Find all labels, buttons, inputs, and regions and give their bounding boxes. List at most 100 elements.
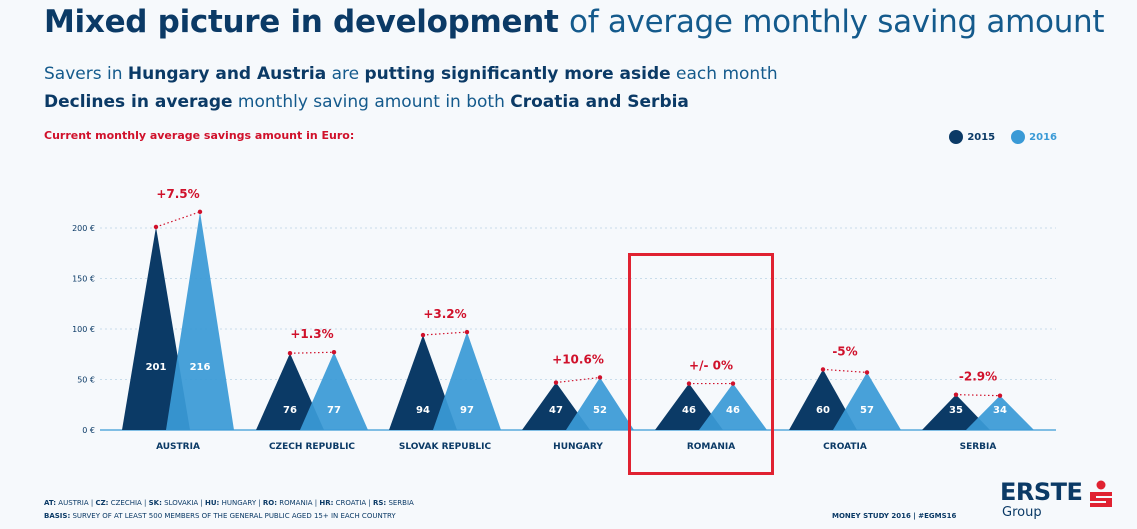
bar-2016 <box>833 372 901 430</box>
footer-basis: BASIS: SURVEY OF AT LEAST 500 MEMBERS OF… <box>44 512 396 520</box>
logo-group: Group <box>1002 505 1042 520</box>
bar-2015 <box>256 353 324 430</box>
value-label-2015: 201 <box>146 362 167 373</box>
abbr-name-cz: CZECHIA | <box>108 499 149 507</box>
title-bold: Mixed picture in development <box>44 4 559 40</box>
subtitle-line-2: Declines in average monthly saving amoun… <box>44 91 689 113</box>
bar-2016 <box>699 383 767 430</box>
subtitle-2-a: Declines in average <box>44 92 233 112</box>
y-tick-label: 50 € <box>77 376 95 385</box>
legend-label-2015: 2015 <box>967 131 996 143</box>
peak-dot-2015 <box>953 392 959 397</box>
value-label-2016: 77 <box>327 405 341 416</box>
y-tick-label: 0 € <box>82 426 95 435</box>
y-tick-label: 100 € <box>72 325 95 334</box>
peak-dot-2016 <box>864 370 870 375</box>
legend-swatch-2015 <box>949 130 964 144</box>
subtitle-line-1: Savers in Hungary and Austria are puttin… <box>44 63 778 85</box>
abbr-code-hr: HR: <box>319 499 334 507</box>
title-rest: of average monthly saving amount <box>569 4 1105 40</box>
peak-dot-2016 <box>597 375 603 380</box>
peak-dot-2016 <box>464 329 470 335</box>
value-label-2015: 46 <box>682 405 696 416</box>
page-title: Mixed picture in development of average … <box>44 2 1105 42</box>
abbr-code-rs: RS: <box>372 499 387 507</box>
abbr-name-sk: SLOVAKIA | <box>161 499 205 507</box>
peak-dot-2016 <box>997 393 1003 398</box>
abbr-name-hu: HUNGARY | <box>219 499 263 507</box>
peak-dot-2016 <box>197 209 203 215</box>
study-label: MONEY STUDY 2016 | #EGMS16 <box>832 512 957 520</box>
bar-2016 <box>166 211 234 430</box>
subtitle-1-d: putting significantly more aside <box>364 64 671 84</box>
subtitle-1-e: each month <box>670 64 778 84</box>
footer-abbreviations: AT: AUSTRIA | CZ: CZECHIA | SK: SLOVAKIA… <box>44 499 414 507</box>
value-label-2016: 34 <box>993 405 1007 416</box>
logo-name: ERSTE <box>1000 478 1083 506</box>
abbr-name-hr: CROATIA | <box>333 499 373 507</box>
erste-logo: ERSTE Group <box>1000 478 1120 524</box>
change-connector <box>822 368 868 374</box>
change-label: -2.9% <box>959 370 997 384</box>
value-label-2016: 57 <box>860 405 874 416</box>
value-label-2015: 47 <box>549 405 563 416</box>
chart-caption: Current monthly average savings amount i… <box>44 129 355 142</box>
change-label: +7.5% <box>156 187 199 201</box>
subtitle-1-c: are <box>326 64 365 84</box>
value-label-2016: 52 <box>593 405 607 416</box>
legend-label-2016: 2016 <box>1029 131 1057 143</box>
change-connector <box>555 376 601 384</box>
category-label: AUSTRIA <box>156 442 200 452</box>
y-tick-label: 150 € <box>72 275 95 284</box>
change-label: +1.3% <box>290 327 333 341</box>
change-connector <box>955 394 1001 397</box>
bar-2016 <box>566 377 634 430</box>
value-label-2016: 216 <box>190 362 211 373</box>
change-label: +10.6% <box>552 352 604 366</box>
change-connector <box>422 331 468 336</box>
value-label-2015: 35 <box>949 405 963 416</box>
change-connector <box>289 351 335 354</box>
legend-swatch-2016 <box>1011 130 1026 144</box>
peak-dot-2015 <box>420 332 426 338</box>
bar-2015 <box>922 394 990 430</box>
basis-label: BASIS: <box>44 512 71 520</box>
category-label: SLOVAK REPUBLIC <box>399 442 492 452</box>
abbr-name-ro: ROMANIA | <box>277 499 320 507</box>
bar-2015 <box>122 226 190 430</box>
value-label-2016: 46 <box>726 405 740 416</box>
abbr-code-at: AT: <box>44 499 57 507</box>
change-label: -5% <box>832 344 857 358</box>
legend-item-2015: 2015 <box>949 130 995 144</box>
category-label: HUNGARY <box>553 442 603 452</box>
peak-dot-2015 <box>820 367 826 372</box>
abbr-code-cz: CZ: <box>95 499 109 507</box>
change-label: +3.2% <box>423 307 466 321</box>
peak-dot-2015 <box>287 351 293 356</box>
y-tick-label: 200 € <box>72 224 95 233</box>
subtitle-2-c: Croatia and Serbia <box>510 92 689 112</box>
value-label-2015: 94 <box>416 405 430 416</box>
category-label: SERBIA <box>960 442 997 452</box>
change-connector <box>155 211 201 228</box>
value-label-2015: 76 <box>283 405 297 416</box>
subtitle-1-a: Savers in <box>44 64 128 84</box>
romania-highlight-box <box>628 253 774 475</box>
basis-text: SURVEY OF AT LEAST 500 MEMBERS OF THE GE… <box>70 512 396 520</box>
erste-s-icon <box>1090 480 1112 507</box>
abbr-code-sk: SK: <box>148 499 162 507</box>
peak-dot-2016 <box>730 381 736 386</box>
abbr-name-at: AUSTRIA | <box>56 499 96 507</box>
category-label: ROMANIA <box>687 442 735 452</box>
change-label: +/- 0% <box>689 359 733 373</box>
subtitle-1-b: Hungary and Austria <box>127 64 327 84</box>
bar-2015 <box>655 383 723 430</box>
bar-2015 <box>789 369 857 430</box>
bar-2015 <box>389 335 457 430</box>
value-label-2016: 97 <box>460 405 474 416</box>
peak-dot-2015 <box>153 224 159 230</box>
bar-2016 <box>966 395 1034 430</box>
abbr-code-ro: RO: <box>262 499 278 507</box>
abbr-code-hu: HU: <box>205 499 220 507</box>
